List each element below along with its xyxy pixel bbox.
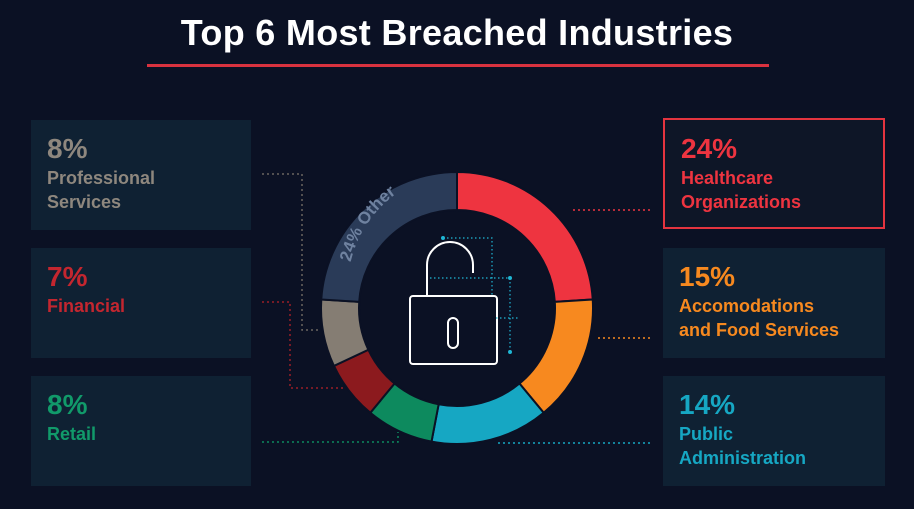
- card-pct: 7%: [47, 261, 88, 292]
- connector-retail: [262, 432, 399, 443]
- card-retail: 8% Retail: [31, 376, 251, 486]
- card-financial: 7% Financial: [31, 248, 251, 358]
- card-pct: 8%: [47, 133, 88, 164]
- card-healthcare-organizations: 24% Healthcare Organizations: [663, 118, 885, 229]
- connector-financial: [262, 301, 345, 389]
- connector-professional-services: [262, 173, 318, 331]
- card-label-line2: Administration: [679, 448, 807, 468]
- padlock-icon: [409, 241, 498, 365]
- card-label-line1: Healthcare: [681, 168, 774, 188]
- circuit-dot: [508, 350, 512, 354]
- card-label-line1: Professional: [47, 168, 156, 188]
- connector-lines: [262, 173, 652, 444]
- page-title: Top 6 Most Breached Industries: [180, 12, 734, 53]
- card-pct: 14%: [679, 389, 736, 420]
- title-underline: [147, 64, 769, 67]
- card-pct: 15%: [679, 261, 736, 292]
- circuit-dot: [441, 236, 445, 240]
- card-accomodations-food-services: 15% Accomodations and Food Services: [663, 248, 885, 358]
- circuit-dot: [508, 276, 512, 280]
- card-professional-services: 8% Professional Services: [31, 120, 251, 230]
- card-label-line2: Services: [47, 192, 122, 212]
- card-label-line1: Financial: [47, 296, 126, 316]
- card-label-line1: Accomodations: [679, 296, 815, 316]
- slice-healthcare-organizations: [456, 170, 594, 303]
- circuit-dots: [441, 236, 512, 354]
- card-label-line2: Organizations: [681, 192, 802, 212]
- card-public-administration: 14% Public Administration: [663, 376, 885, 486]
- card-label-line2: and Food Services: [679, 320, 840, 340]
- donut-slices: [320, 170, 594, 445]
- card-pct: 8%: [47, 389, 88, 420]
- card-label-line1: Retail: [47, 424, 97, 444]
- slice-other: [320, 170, 458, 303]
- slice-public-administration: [430, 382, 546, 445]
- card-label-line1: Public: [679, 424, 734, 444]
- card-pct: 24%: [681, 133, 738, 164]
